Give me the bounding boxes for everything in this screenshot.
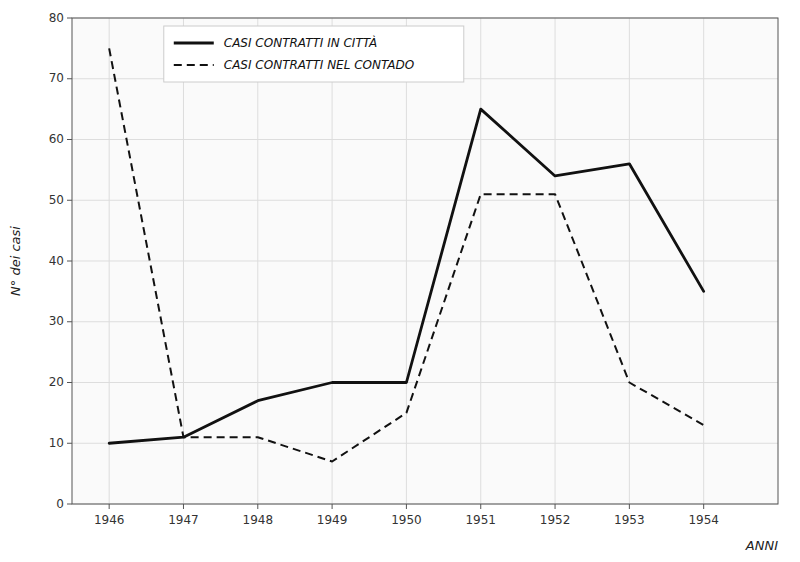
tick-label-x: 1946: [94, 513, 125, 527]
tick-x: [480, 504, 481, 509]
grid-line-x: [703, 18, 704, 504]
legend: CASI CONTRATTI IN CITTÀ CASI CONTRATTI NE…: [164, 26, 464, 82]
tick-label-y: 40: [49, 254, 64, 268]
plot-frame: [72, 18, 778, 504]
tick-label-x: 1947: [168, 513, 199, 527]
tick-y: [67, 18, 72, 19]
tick-y: [67, 139, 72, 140]
tick-label-y: 50: [49, 193, 64, 207]
tick-x: [257, 504, 258, 509]
grid-line-x: [406, 18, 407, 504]
tick-label-y: 80: [49, 11, 64, 25]
legend-label: CASI CONTRATTI IN CITTÀ: [224, 35, 377, 50]
tick-label-y: 60: [49, 132, 64, 146]
tick-x: [629, 504, 630, 509]
grid-line-x: [332, 18, 333, 504]
tick-label-x: 1953: [614, 513, 645, 527]
tick-label-x: 1952: [540, 513, 571, 527]
tick-label-x: 1950: [391, 513, 422, 527]
grid-line-x: [629, 18, 630, 504]
tick-label-x: 1949: [317, 513, 348, 527]
chart: 0 10 20 30 40 50 60 70 80 1946 1947 1948 1949 1950 195…: [0, 0, 800, 562]
legend-label: CASI CONTRATTI NEL CONTADO: [224, 58, 414, 72]
grid-line-x: [555, 18, 556, 504]
grid-line-y: [72, 382, 778, 383]
grid-line-x: [257, 18, 258, 504]
tick-x: [109, 504, 110, 509]
tick-label-x: 1954: [688, 513, 719, 527]
tick-label-y: 70: [49, 71, 64, 85]
grid-line-y: [72, 321, 778, 322]
plot-area: [72, 18, 778, 504]
tick-x: [555, 504, 556, 509]
series-line: [109, 48, 704, 461]
legend-swatch: [174, 42, 214, 45]
series-line: [109, 109, 704, 443]
x-axis-label: ANNI: [745, 538, 778, 553]
grid-line-x: [109, 18, 110, 504]
tick-x: [183, 504, 184, 509]
grid-line-y: [72, 443, 778, 444]
tick-y: [67, 443, 72, 444]
tick-label-y: 30: [49, 314, 64, 328]
tick-y: [67, 504, 72, 505]
tick-x: [332, 504, 333, 509]
tick-label-y: 0: [56, 497, 64, 511]
tick-label-y: 20: [49, 375, 64, 389]
grid-line-x: [480, 18, 481, 504]
tick-label-y: 10: [49, 436, 64, 450]
grid-line-y: [72, 139, 778, 140]
tick-label-x: 1951: [465, 513, 496, 527]
tick-label-x: 1948: [243, 513, 274, 527]
grid-line-y: [72, 261, 778, 262]
grid-line-x: [183, 18, 184, 504]
legend-box: [164, 26, 464, 82]
tick-x: [703, 504, 704, 509]
tick-y: [67, 321, 72, 322]
y-axis-label: N° dei casi: [8, 226, 23, 296]
tick-y: [67, 78, 72, 79]
tick-y: [67, 261, 72, 262]
tick-y: [67, 382, 72, 383]
axes: 0 10 20 30 40 50 60 70 80 1946 1947 1948 1949 1950 195…: [49, 11, 778, 528]
tick-y: [67, 200, 72, 201]
grid-line-y: [72, 200, 778, 201]
series-group: [109, 48, 704, 461]
tick-x: [406, 504, 407, 509]
legend-swatch: [174, 64, 214, 66]
grid: [72, 18, 778, 504]
